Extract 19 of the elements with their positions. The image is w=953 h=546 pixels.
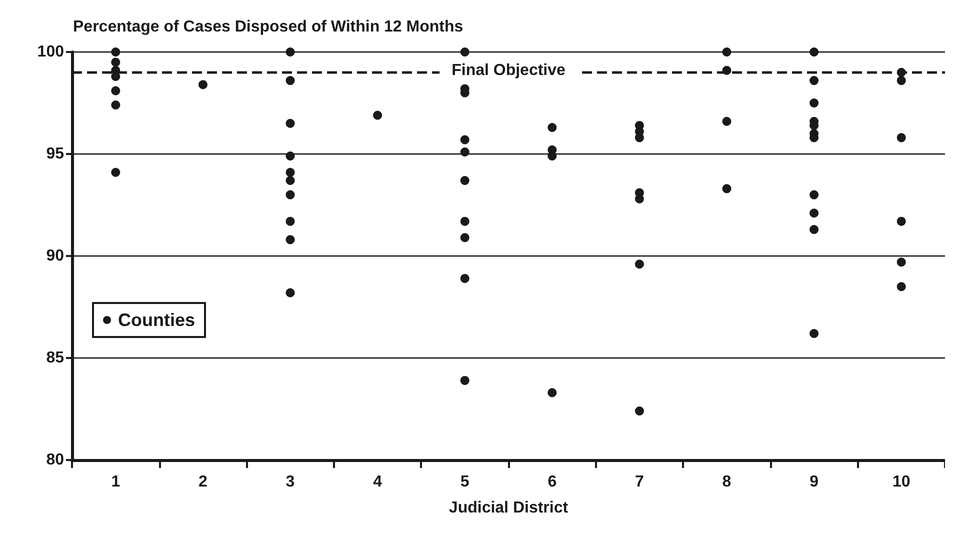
ref-line-label: Final Objective [452, 62, 566, 79]
legend-label: Counties [118, 310, 196, 330]
x-tick-label: 9 [810, 474, 819, 490]
x-tick-label: 2 [198, 474, 208, 490]
y-tick-label: 80 [46, 452, 64, 468]
y-tick-label: 100 [37, 44, 64, 60]
x-tick-label: 4 [373, 474, 382, 490]
chart-title: Percentage of Cases Disposed of Within 12 Months [73, 18, 464, 36]
y-tick-label: 90 [46, 248, 64, 264]
x-tick-label: 1 [111, 474, 120, 490]
x-axis-title: Judicial District [448, 500, 569, 516]
y-tick-label: 85 [46, 350, 64, 366]
x-tick-label: 6 [548, 474, 557, 490]
x-tick-label: 7 [634, 474, 644, 490]
x-tick-label: 10 [892, 474, 910, 490]
y-tick-label: 95 [46, 146, 64, 162]
x-tick-label: 5 [460, 474, 470, 490]
x-tick-label: 8 [722, 474, 732, 490]
x-tick-label: 3 [286, 474, 295, 490]
